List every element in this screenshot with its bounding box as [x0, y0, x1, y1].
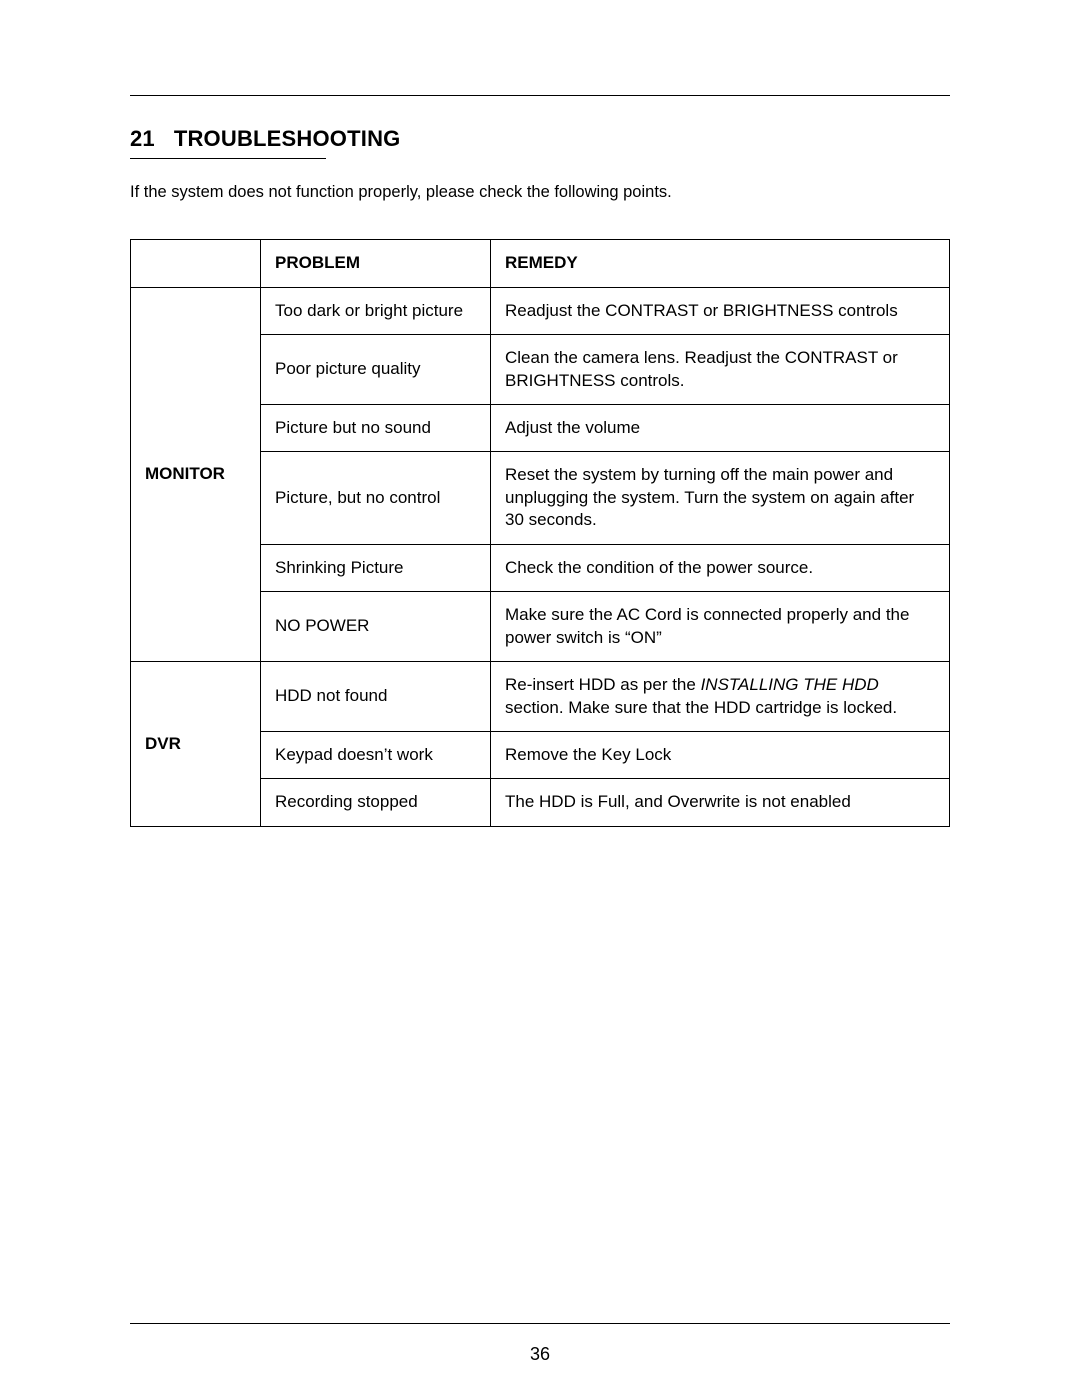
remedy-cell: Reset the system by turning off the main…: [491, 452, 950, 544]
document-page: 21 TROUBLESHOOTING If the system does no…: [0, 0, 1080, 1397]
remedy-cell: Adjust the volume: [491, 405, 950, 452]
remedy-cell: The HDD is Full, and Overwrite is not en…: [491, 779, 950, 826]
header-problem: PROBLEM: [261, 240, 491, 287]
remedy-text-pre: Re-insert HDD as per the: [505, 675, 701, 694]
problem-cell: Keypad doesn’t work: [261, 731, 491, 778]
remedy-cell: Remove the Key Lock: [491, 731, 950, 778]
remedy-cell: Readjust the CONTRAST or BRIGHTNESS cont…: [491, 287, 950, 334]
remedy-cell: Re-insert HDD as per the INSTALLING THE …: [491, 662, 950, 732]
top-divider: [130, 95, 950, 96]
intro-paragraph: If the system does not function properly…: [130, 181, 950, 203]
section-heading: 21 TROUBLESHOOTING: [130, 126, 950, 152]
section-number: 21: [130, 126, 155, 151]
table-row: MONITOR Too dark or bright picture Readj…: [131, 287, 950, 334]
problem-cell: Shrinking Picture: [261, 544, 491, 591]
section-title: TROUBLESHOOTING: [174, 126, 401, 151]
remedy-cell: Clean the camera lens. Readjust the CONT…: [491, 335, 950, 405]
remedy-text-italic: INSTALLING THE HDD: [701, 675, 879, 694]
category-cell-monitor: MONITOR: [131, 287, 261, 661]
remedy-cell: Make sure the AC Cord is connected prope…: [491, 592, 950, 662]
header-remedy: REMEDY: [491, 240, 950, 287]
header-category: [131, 240, 261, 287]
remedy-cell: Check the condition of the power source.: [491, 544, 950, 591]
problem-cell: HDD not found: [261, 662, 491, 732]
page-number: 36: [0, 1344, 1080, 1365]
remedy-text-post: section. Make sure that the HDD cartridg…: [505, 698, 897, 717]
problem-cell: Picture but no sound: [261, 405, 491, 452]
category-cell-dvr: DVR: [131, 662, 261, 827]
table-row: DVR HDD not found Re-insert HDD as per t…: [131, 662, 950, 732]
problem-cell: Too dark or bright picture: [261, 287, 491, 334]
problem-cell: Picture, but no control: [261, 452, 491, 544]
table-header-row: PROBLEM REMEDY: [131, 240, 950, 287]
problem-cell: Poor picture quality: [261, 335, 491, 405]
heading-underline: [130, 158, 326, 159]
problem-cell: Recording stopped: [261, 779, 491, 826]
troubleshooting-table: PROBLEM REMEDY MONITOR Too dark or brigh…: [130, 239, 950, 827]
bottom-divider: [130, 1323, 950, 1324]
problem-cell: NO POWER: [261, 592, 491, 662]
